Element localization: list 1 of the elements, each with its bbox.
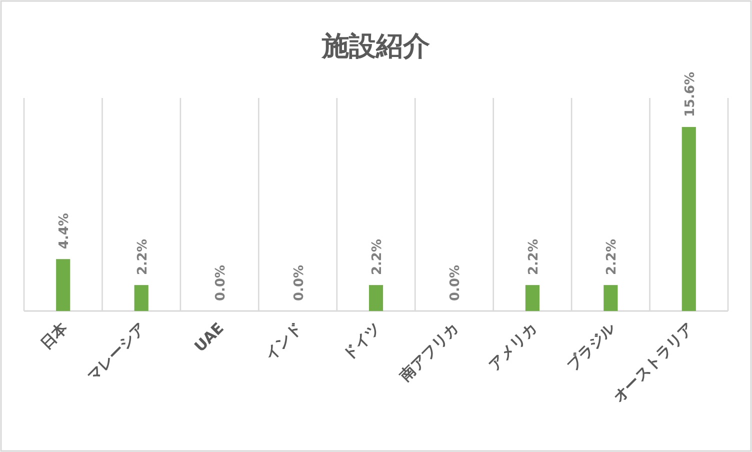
title: 施設紹介 xyxy=(322,31,430,62)
